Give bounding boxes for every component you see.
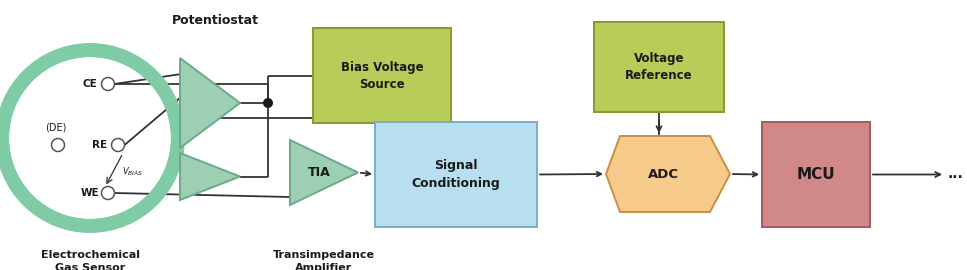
Text: ...: ... bbox=[948, 167, 964, 181]
Bar bbox=[375, 122, 537, 227]
Text: MCU: MCU bbox=[797, 167, 835, 182]
Text: Signal
Conditioning: Signal Conditioning bbox=[412, 160, 500, 190]
Bar bbox=[762, 122, 870, 227]
Circle shape bbox=[102, 187, 114, 200]
Circle shape bbox=[102, 77, 114, 90]
Text: Bias Voltage
Source: Bias Voltage Source bbox=[340, 60, 424, 90]
Polygon shape bbox=[180, 153, 240, 200]
Polygon shape bbox=[290, 140, 358, 205]
Text: $V_{BIAS}$: $V_{BIAS}$ bbox=[122, 165, 143, 177]
Circle shape bbox=[263, 98, 273, 108]
Bar bbox=[594, 22, 724, 112]
Text: ADC: ADC bbox=[648, 167, 679, 181]
Circle shape bbox=[8, 56, 172, 220]
Text: Potentiostat: Potentiostat bbox=[171, 14, 258, 26]
Text: Electrochemical
Gas Sensor: Electrochemical Gas Sensor bbox=[41, 250, 139, 270]
Circle shape bbox=[111, 139, 125, 151]
Bar bbox=[313, 28, 451, 123]
Text: (DE): (DE) bbox=[45, 122, 67, 132]
Circle shape bbox=[51, 139, 65, 151]
Text: Transimpedance
Amplifier: Transimpedance Amplifier bbox=[273, 250, 375, 270]
Polygon shape bbox=[606, 136, 730, 212]
Polygon shape bbox=[180, 58, 240, 148]
Text: RE: RE bbox=[93, 140, 107, 150]
Text: TIA: TIA bbox=[308, 166, 331, 179]
Text: WE: WE bbox=[80, 188, 100, 198]
Text: Voltage
Reference: Voltage Reference bbox=[626, 52, 692, 82]
Text: CE: CE bbox=[82, 79, 98, 89]
